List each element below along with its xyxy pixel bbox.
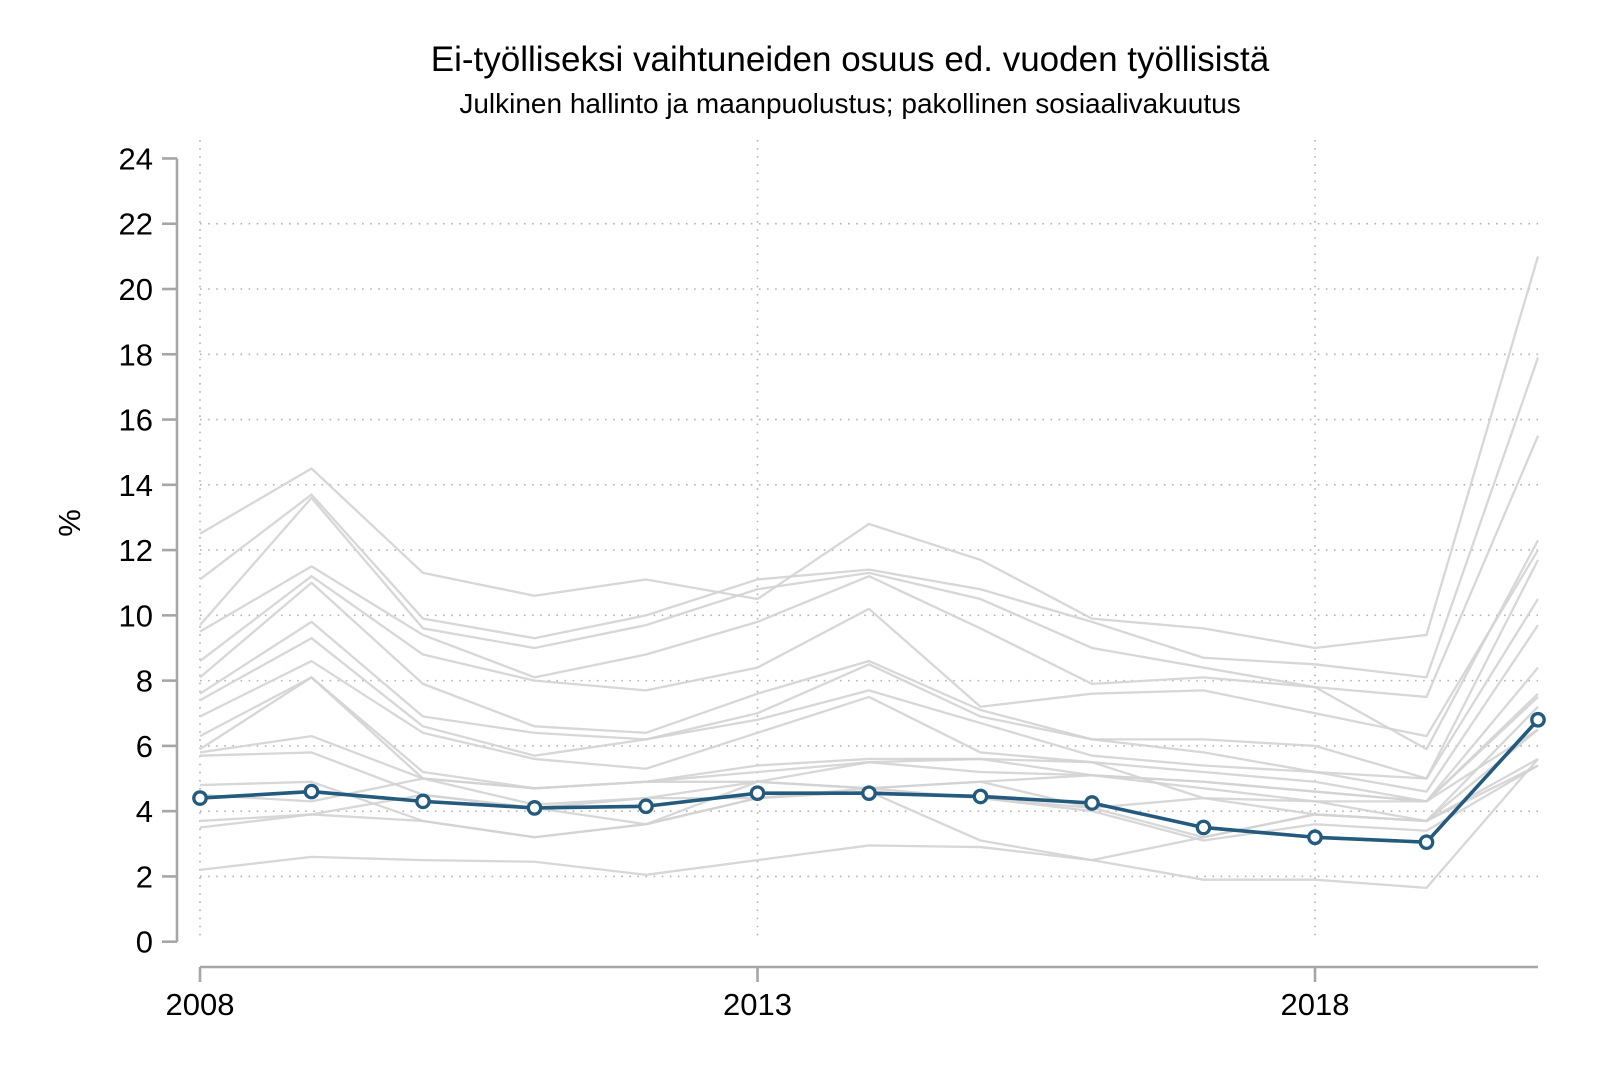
y-tick-label: 14 [119,468,153,503]
y-tick-label: 20 [119,272,153,307]
background-series-line [199,549,1539,738]
highlight-series-marker [1418,834,1435,851]
y-axis-label: % [52,509,87,537]
y-tick-label: 4 [136,794,153,829]
highlight-series-marker [1530,711,1546,728]
highlight-series-marker [1084,795,1100,811]
chart-title: Ei-työlliseksi vaihtuneiden osuus ed. vu… [430,40,1270,79]
background-series-line [199,539,1540,751]
highlight-series-marker [192,790,208,806]
highlight-series-marker [972,788,989,805]
y-tick-label: 22 [119,207,153,242]
background-series-line [199,728,1539,839]
highlight-series-marker [415,793,431,810]
x-tick-label: 2008 [166,987,235,1022]
background-series-line [199,435,1540,699]
y-tick-label: 8 [136,664,153,699]
y-tick-label: 18 [119,337,153,372]
y-tick-label: 24 [119,141,153,176]
background-series-line [199,357,1540,679]
background-series-line [199,256,1540,650]
y-tick-label: 10 [119,598,153,633]
chart-subtitle: Julkinen hallinto ja maanpuolustus; pako… [459,88,1241,119]
y-tick-label: 0 [136,925,153,960]
highlight-series-marker [1195,819,1212,836]
highlight-series-marker [303,783,320,800]
y-tick-label: 16 [119,403,153,438]
y-tick-label: 2 [136,859,153,894]
x-tick-label: 2013 [723,987,792,1022]
highlight-series-marker [861,785,877,802]
y-tick-label: 12 [119,533,153,568]
highlight-series-marker [1307,829,1323,846]
highlight-series-marker [749,785,766,802]
highlight-series-line [199,718,1540,844]
x-tick-label: 2018 [1281,987,1350,1022]
background-series-line [199,659,1539,803]
background-series-line [199,624,1539,793]
background-series-line [199,559,1540,780]
highlight-series-marker [526,800,543,816]
highlight-series-marker [638,798,654,815]
y-tick-label: 6 [136,729,153,764]
background-series-line [199,758,1539,890]
